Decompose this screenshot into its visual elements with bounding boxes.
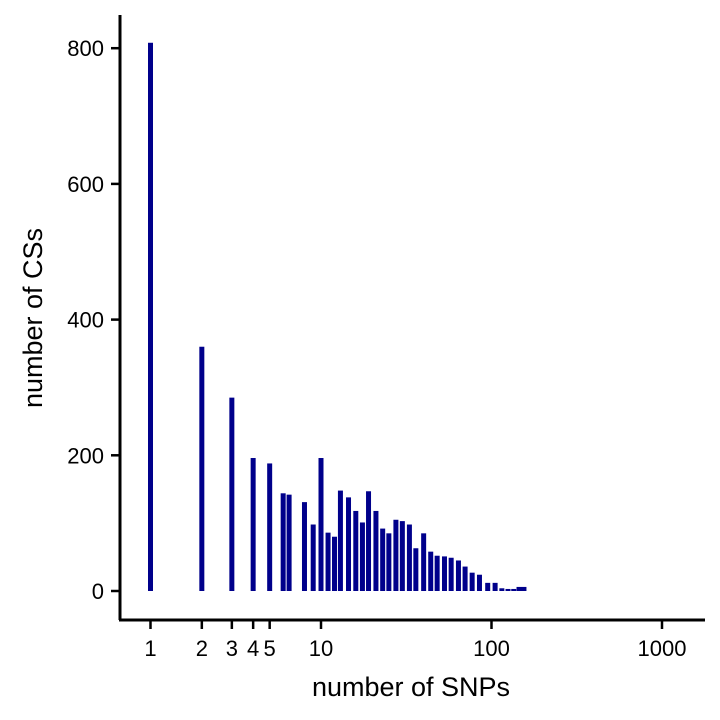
x-tick-label-1: 2: [196, 636, 208, 661]
bar-7: [301, 502, 307, 591]
bar-29: [455, 560, 461, 591]
bar-25: [428, 551, 434, 591]
bar-27: [441, 556, 447, 591]
bar-12: [337, 490, 343, 591]
bars: [148, 42, 527, 591]
bar-2: [229, 397, 235, 591]
y-tick-label-1: 200: [67, 443, 104, 468]
bar-26: [434, 555, 440, 591]
x-tick-label-2: 3: [226, 636, 238, 661]
bar-0: [148, 42, 153, 591]
bar-18: [380, 528, 386, 591]
bar-39: [521, 586, 527, 591]
x-tick-label-5: 10: [309, 636, 333, 661]
bar-9: [318, 458, 324, 591]
x-tick-label-3: 4: [247, 636, 259, 661]
bar-3: [250, 458, 256, 591]
bar-11: [332, 536, 337, 591]
bar-1: [199, 346, 205, 591]
bar-23: [413, 548, 419, 591]
x-tick-label-0: 1: [144, 636, 156, 661]
x-tick-label-6: 100: [473, 636, 510, 661]
y-ticks: 0 200 400 600 800: [67, 36, 120, 604]
bar-8: [310, 524, 316, 591]
bar-4: [267, 463, 273, 591]
bar-34: [492, 582, 498, 591]
bar-31: [469, 572, 475, 591]
bar-19: [386, 533, 392, 591]
bar-22: [406, 524, 412, 591]
y-tick-label-3: 600: [67, 172, 104, 197]
bar-10: [325, 532, 331, 591]
y-tick-label-0: 0: [92, 579, 104, 604]
bar-13: [346, 497, 352, 591]
x-axis-title: number of SNPs: [312, 672, 510, 702]
y-tick-label-2: 400: [67, 308, 104, 333]
bar-33: [485, 582, 491, 591]
x-tick-label-4: 5: [264, 636, 276, 661]
bar-32: [476, 574, 482, 591]
y-tick-label-4: 800: [67, 36, 104, 61]
bar-20: [393, 519, 399, 591]
bar-5: [280, 493, 286, 591]
bar-38: [516, 586, 522, 591]
bar-36: [505, 588, 511, 591]
y-axis-title: number of CSs: [18, 228, 48, 408]
bar-37: [511, 588, 517, 591]
bar-24: [421, 533, 427, 591]
bar-16: [366, 491, 372, 591]
x-ticks: 1 2 3 4 5 10 100 1000: [144, 620, 686, 661]
bar-28: [448, 557, 454, 591]
bar-17: [373, 510, 379, 591]
bar-6: [286, 494, 292, 591]
bar-30: [462, 566, 468, 591]
bar-21: [399, 521, 405, 591]
x-tick-label-7: 1000: [638, 636, 687, 661]
bar-14: [353, 510, 359, 591]
bar-15: [359, 522, 365, 591]
bar-35: [499, 588, 505, 591]
